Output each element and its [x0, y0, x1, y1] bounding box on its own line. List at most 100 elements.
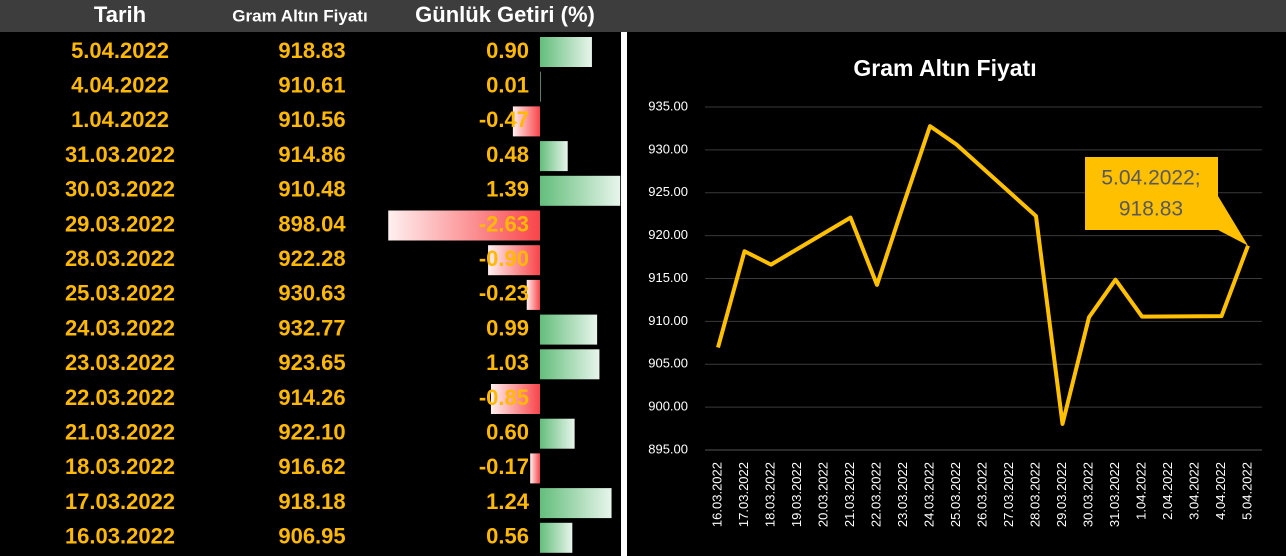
x-tick-label: 30.03.2022	[1080, 462, 1095, 527]
x-tick-label: 17.03.2022	[736, 462, 751, 527]
date-cell: 5.04.2022	[71, 38, 169, 63]
date-cell: 18.03.2022	[65, 454, 175, 479]
data-bar	[540, 141, 568, 172]
x-tick-label: 1.04.2022	[1133, 462, 1148, 520]
date-cell: 22.03.2022	[65, 385, 175, 410]
date-cell: 17.03.2022	[65, 489, 175, 514]
data-bar	[388, 210, 540, 241]
data-bar	[540, 37, 592, 67]
y-tick-label: 920.00	[648, 227, 688, 242]
data-bar	[530, 453, 540, 484]
return-cell: 0.56	[486, 524, 529, 549]
x-tick-label: 18.03.2022	[762, 462, 777, 527]
header-cell: Tarih	[94, 2, 146, 27]
return-cell: -0.47	[479, 107, 529, 132]
return-cell: 1.24	[486, 489, 530, 514]
x-tick-label: 21.03.2022	[842, 462, 857, 527]
x-tick-label: 24.03.2022	[921, 462, 936, 527]
return-cell: 1.39	[486, 177, 529, 202]
y-tick-label: 900.00	[648, 399, 688, 414]
x-tick-label: 22.03.2022	[868, 462, 883, 527]
date-cell: 16.03.2022	[65, 524, 175, 549]
x-tick-label: 5.04.2022	[1239, 462, 1254, 520]
y-tick-label: 930.00	[648, 141, 688, 156]
x-tick-label: 19.03.2022	[789, 462, 804, 527]
y-tick-label: 905.00	[648, 356, 688, 371]
chart-title: Gram Altın Fiyatı	[853, 55, 1036, 81]
separator	[621, 32, 627, 556]
date-cell: 29.03.2022	[65, 211, 175, 236]
return-cell: -2.63	[479, 211, 529, 236]
data-bar	[490, 384, 540, 414]
price-cell: 916.62	[278, 454, 345, 479]
data-bar	[540, 488, 612, 519]
y-tick-label: 895.00	[648, 441, 688, 456]
data-bar	[512, 106, 540, 137]
x-tick-label: 3.04.2022	[1186, 462, 1201, 520]
table: 5.04.2022 918.83 0.90 4.04.2022 910.61 0.01 1.…	[65, 37, 621, 553]
date-cell: 25.03.2022	[65, 281, 175, 306]
date-cell: 1.04.2022	[71, 107, 169, 132]
date-cell: 30.03.2022	[65, 177, 175, 202]
data-bar	[540, 71, 541, 102]
x-tick-label: 23.03.2022	[895, 462, 910, 527]
return-cell: -0.85	[479, 385, 529, 410]
price-cell: 922.10	[278, 420, 345, 445]
header-cell: Günlük Getiri (%)	[415, 2, 595, 27]
price-cell: 922.28	[278, 246, 345, 271]
price-cell: 898.04	[278, 211, 346, 236]
y-tick-label: 935.00	[648, 98, 688, 113]
y-tick-label: 910.00	[648, 313, 688, 328]
x-tick-label: 29.03.2022	[1054, 462, 1069, 527]
header-cell: Gram Altın Fiyatı	[232, 6, 367, 25]
return-cell: -0.90	[479, 246, 529, 271]
price-cell: 914.26	[278, 385, 345, 410]
date-cell: 21.03.2022	[65, 420, 175, 445]
chart: 895.00 900.00 905.00 910.00 915.00 920.00 925.…	[648, 98, 1262, 527]
x-tick-label: 4.04.2022	[1213, 462, 1228, 520]
y-tick-label: 915.00	[648, 270, 688, 285]
data-bar	[540, 175, 621, 206]
price-cell: 932.77	[278, 315, 345, 340]
price-cell: 914.86	[278, 142, 345, 167]
x-tick-label: 2.04.2022	[1160, 462, 1175, 520]
data-label-box	[1085, 157, 1248, 246]
return-cell: -0.23	[479, 281, 529, 306]
x-tick-label: 28.03.2022	[1027, 462, 1042, 527]
date-cell: 23.03.2022	[65, 350, 175, 375]
return-cell: 0.01	[486, 73, 529, 98]
price-cell: 923.65	[278, 350, 345, 375]
price-cell: 918.83	[278, 38, 345, 63]
x-tick-label: 31.03.2022	[1107, 462, 1122, 527]
return-cell: 0.60	[486, 420, 529, 445]
date-cell: 28.03.2022	[65, 246, 175, 271]
price-cell: 906.95	[278, 524, 345, 549]
price-cell: 910.56	[278, 107, 345, 132]
x-tick-label: 25.03.2022	[948, 462, 963, 527]
return-cell: 0.48	[486, 142, 529, 167]
data-bar	[488, 245, 540, 276]
return-cell: 1.03	[486, 350, 529, 375]
price-cell: 918.18	[278, 489, 345, 514]
price-line	[716, 124, 1250, 426]
date-cell: 24.03.2022	[65, 315, 175, 340]
price-cell: 930.63	[278, 281, 345, 306]
data-bar	[540, 522, 573, 553]
date-cell: 4.04.2022	[71, 73, 169, 98]
price-cell: 910.61	[278, 73, 345, 98]
price-cell: 910.48	[278, 177, 345, 202]
x-tick-label: 20.03.2022	[815, 462, 830, 527]
return-cell: -0.17	[479, 454, 529, 479]
return-cell: 0.99	[486, 315, 529, 340]
date-cell: 31.03.2022	[65, 142, 175, 167]
data-bar	[540, 418, 575, 449]
data-bar	[540, 314, 598, 345]
return-cell: 0.90	[486, 38, 529, 63]
data-label: 5.04.2022;	[1101, 167, 1200, 190]
x-tick-label: 27.03.2022	[1001, 462, 1016, 527]
x-tick-label: 26.03.2022	[974, 462, 989, 527]
y-tick-label: 925.00	[648, 184, 688, 199]
header-bg	[0, 0, 1286, 32]
data-label: 918.83	[1119, 198, 1183, 221]
